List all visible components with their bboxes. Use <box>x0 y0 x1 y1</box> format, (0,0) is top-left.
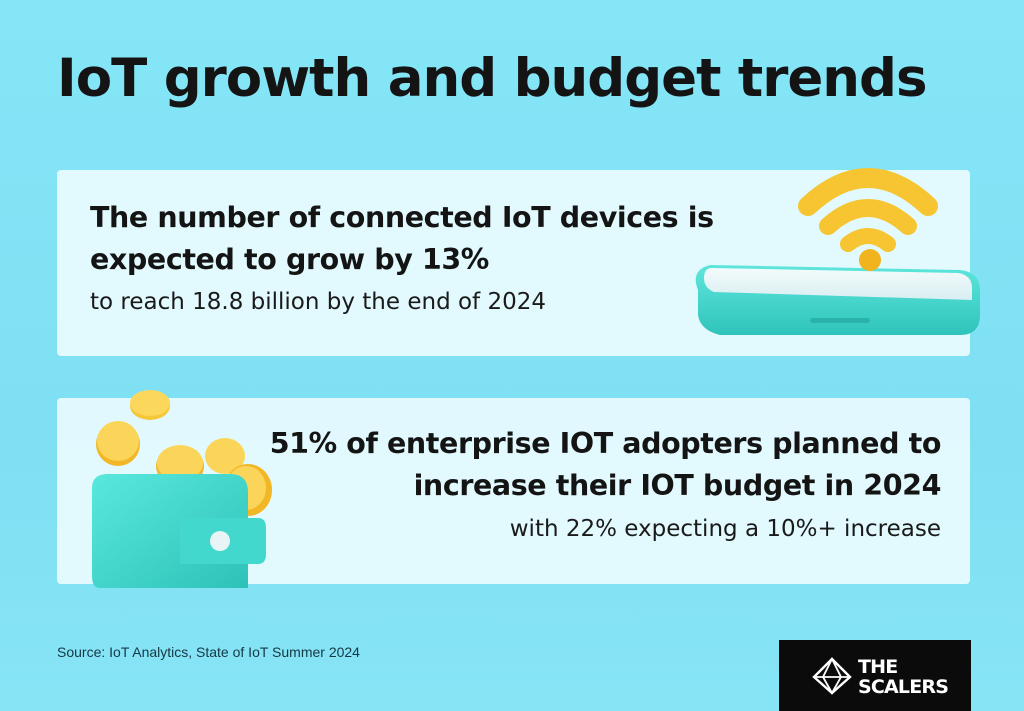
devices-detail: to reach 18.8 billion by the end of 2024 <box>90 289 547 315</box>
budget-detail: with 22% expecting a 10%+ increase <box>509 516 941 542</box>
phone-wifi-icon <box>695 168 980 335</box>
wallet-coins-icon <box>92 390 272 588</box>
source-note: Source: IoT Analytics, State of IoT Summ… <box>57 644 360 660</box>
scalers-logo: THE SCALERS <box>779 640 971 711</box>
logo-line-scalers: SCALERS <box>858 676 949 698</box>
logo-line-the: THE <box>858 656 898 678</box>
page-title: IoT growth and budget trends <box>57 48 928 109</box>
devices-headline: The number of connected IoT devices is e… <box>90 201 714 276</box>
budget-headline: 51% of enterprise IOT adopters planned t… <box>269 427 942 502</box>
scalers-diamond-icon <box>812 657 852 695</box>
